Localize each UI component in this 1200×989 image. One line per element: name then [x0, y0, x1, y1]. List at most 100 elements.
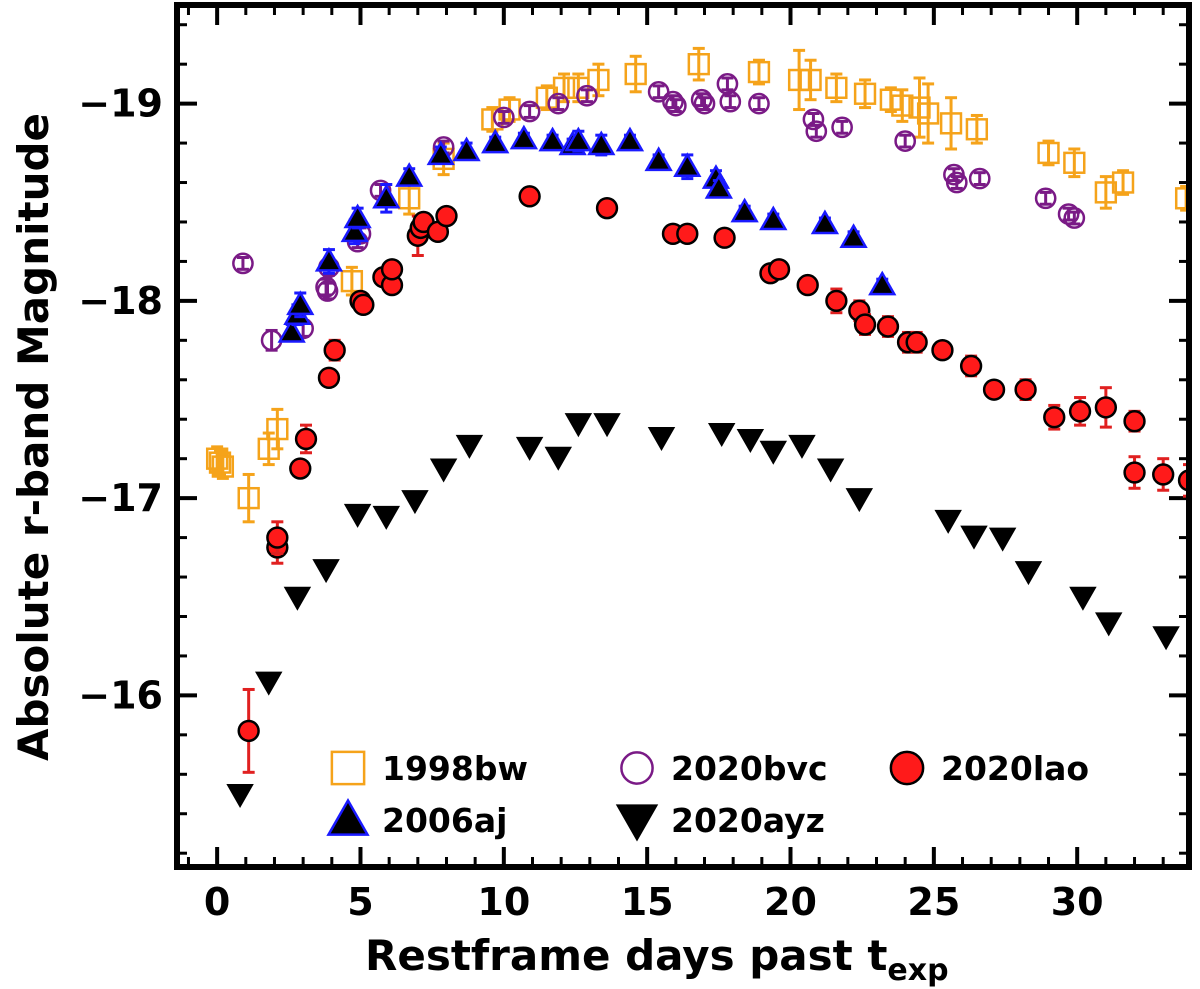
data-point-1998bw: [208, 451, 232, 474]
data-point-1998bw: [879, 88, 903, 111]
data-point-2006aj: [839, 223, 868, 249]
y-tick-label: −19: [78, 82, 163, 126]
data-point-2006aj: [452, 136, 481, 162]
legend: 1998bw 2020bvc 2020lao 2006aj 2020ayz: [326, 749, 1089, 842]
data-point-2020lao: [959, 354, 983, 378]
data-point-2006aj: [644, 146, 673, 172]
data-point-2020ayz: [343, 503, 372, 528]
plot-area: [205, 46, 1189, 809]
data-point-2020lao: [352, 293, 375, 316]
series-2020bvc: [232, 73, 1086, 352]
data-point-2006aj: [481, 128, 510, 154]
data-point-2020lao: [323, 339, 346, 362]
data-point-1998bw: [211, 455, 235, 478]
data-point-2020ayz: [736, 428, 765, 453]
data-point-2020lao: [266, 526, 289, 549]
legend-label: 1998bw: [382, 749, 528, 788]
data-point-1998bw: [965, 118, 989, 141]
data-point-2020lao: [1068, 400, 1092, 423]
data-point-2020lao: [1014, 378, 1037, 401]
data-point-2020lao: [1043, 406, 1066, 429]
data-point-2020bvc: [664, 94, 687, 117]
data-point-2020lao: [294, 427, 318, 451]
x-axis-title-main: Restframe days past t: [365, 931, 887, 980]
data-point-1998bw: [624, 62, 647, 86]
data-point-2020ayz: [707, 423, 736, 448]
data-point-1998bw: [205, 447, 229, 470]
data-point-2020ayz: [1152, 626, 1180, 651]
data-point-1998bw: [939, 112, 963, 135]
data-point-2020lao: [1123, 461, 1146, 484]
legend-marker-1998bw: [330, 750, 366, 786]
data-point-2020bvc: [945, 171, 968, 194]
x-axis-title: Restframe days past texp: [365, 931, 949, 988]
legend-label: 2020lao: [941, 749, 1089, 788]
x-tick-label: 30: [1051, 880, 1104, 924]
data-point-2006aj: [314, 246, 344, 272]
data-point-2006aj: [810, 209, 840, 235]
data-point-2020bvc: [693, 92, 716, 115]
data-point-2006aj: [615, 126, 645, 152]
data-point-1998bw: [687, 53, 710, 76]
data-point-2006aj: [868, 270, 897, 296]
data-point-2020ayz: [283, 586, 312, 611]
tick-labels: 0 5 10 15 20 25 30 −16 −17 −18 −19: [78, 82, 1103, 924]
axis-ticks: [177, 5, 1189, 867]
data-point-1998bw: [1111, 171, 1135, 194]
data-point-2020ayz: [1069, 586, 1097, 611]
data-point-2020lao: [237, 719, 260, 743]
data-point-1998bw: [853, 82, 877, 105]
legend-item-2020bvc: 2020bvc: [620, 749, 828, 788]
data-point-2020bvc: [805, 120, 828, 143]
data-point-2020lao: [676, 222, 699, 245]
legend-item-2020lao: 2020lao: [889, 749, 1089, 788]
data-point-2020lao: [796, 273, 819, 297]
x-tick-label: 20: [764, 880, 817, 924]
data-point-2020lao: [317, 366, 341, 389]
y-tick-label: −17: [78, 476, 163, 520]
y-axis-title: Absolute r-band Magnitude: [9, 113, 58, 761]
legend-label: 2006aj: [382, 801, 507, 840]
data-point-1998bw: [747, 60, 771, 84]
x-tick-label: 5: [347, 880, 373, 924]
data-point-2020lao: [713, 226, 736, 249]
series-2020lao: [237, 185, 1189, 774]
data-point-2020lao: [595, 197, 619, 220]
data-point-1998bw: [787, 68, 811, 92]
data-point-2020ayz: [1095, 612, 1123, 637]
data-point-2020lao: [982, 378, 1006, 401]
legend-item-2020ayz: 2020ayz: [615, 801, 825, 842]
series-1998bw: [205, 46, 1189, 524]
data-point-2020bvc: [547, 92, 570, 115]
data-point-2020bvc: [492, 106, 515, 129]
data-point-1998bw: [825, 76, 848, 100]
data-point-2006aj: [673, 152, 702, 177]
data-point-2006aj: [730, 197, 759, 223]
data-point-1998bw: [891, 94, 914, 117]
data-point-2020bvc: [968, 167, 991, 190]
data-point-2020ayz: [759, 440, 788, 465]
data-point-2020lao: [435, 204, 458, 228]
data-point-2020bvc: [1063, 207, 1086, 229]
data-point-2020lao: [1123, 410, 1146, 433]
data-point-2020ayz: [372, 505, 401, 530]
data-point-2006aj: [509, 124, 539, 150]
data-point-2006aj: [286, 290, 315, 316]
data-point-2006aj: [564, 126, 593, 152]
data-point-2006aj: [340, 217, 369, 243]
data-point-2020ayz: [593, 413, 621, 438]
data-point-2020ayz: [788, 434, 816, 459]
data-point-2020lao: [876, 315, 900, 338]
data-point-2020ayz: [845, 488, 874, 513]
data-point-2020lao: [853, 313, 877, 336]
data-point-2020ayz: [988, 527, 1017, 552]
data-point-1998bw: [1037, 141, 1060, 165]
y-tick-label: −18: [78, 279, 163, 323]
data-point-2020ayz: [515, 436, 544, 461]
data-point-2020bvc: [894, 130, 917, 152]
legend-marker-2020lao: [889, 750, 925, 786]
data-point-1998bw: [340, 269, 364, 293]
data-point-2020bvc: [232, 252, 254, 275]
legend-marker-2020ayz: [615, 804, 659, 842]
